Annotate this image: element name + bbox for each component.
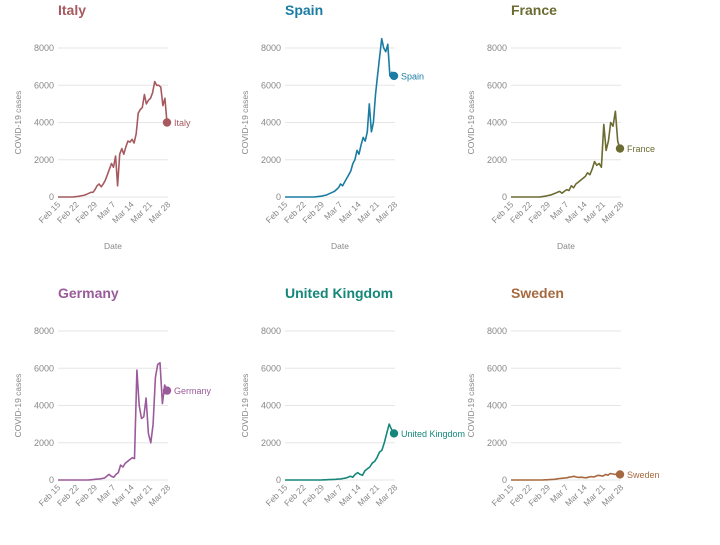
y-tick-label: 0 bbox=[502, 192, 507, 202]
y-tick-label: 6000 bbox=[261, 363, 281, 373]
series-line-spain bbox=[285, 37, 395, 198]
chart-panel-united-kingdom: United Kingdom 0 2000 4000 6000 8000 COVID-19 … bbox=[227, 283, 465, 545]
y-tick-label: 0 bbox=[502, 475, 507, 485]
y-tick-label: 8000 bbox=[34, 43, 54, 53]
y-tick-label: 2000 bbox=[34, 155, 54, 165]
end-label-italy: Italy bbox=[174, 118, 191, 128]
y-tick-label: 2000 bbox=[487, 155, 507, 165]
y-tick-label: 8000 bbox=[34, 326, 54, 336]
y-tick-label: 2000 bbox=[487, 438, 507, 448]
chart-title-spain: Spain bbox=[285, 2, 324, 18]
small-multiples-chart-grid: Italy 0 2000 4000 6000 8000 COVID-19 cases Feb … bbox=[0, 0, 679, 508]
end-point-france bbox=[615, 144, 625, 153]
y-axis-title: COVID-19 cases bbox=[466, 374, 476, 438]
y-tick-label: 6000 bbox=[34, 363, 54, 373]
end-point-spain bbox=[389, 71, 399, 81]
chart-panel-italy: Italy 0 2000 4000 6000 8000 COVID-19 cases Feb … bbox=[0, 0, 226, 262]
end-label-spain: Spain bbox=[401, 71, 424, 81]
y-tick-label: 6000 bbox=[34, 80, 54, 90]
series-line-united-kingdom bbox=[285, 423, 395, 481]
y-axis-title: COVID-19 cases bbox=[13, 91, 23, 155]
y-tick-label: 6000 bbox=[487, 363, 507, 373]
series-line-italy bbox=[58, 80, 168, 198]
chart-title-sweden: Sweden bbox=[511, 285, 564, 301]
x-axis-title: Date bbox=[331, 241, 349, 251]
chart-title-italy: Italy bbox=[58, 2, 87, 18]
y-tick-label: 6000 bbox=[487, 80, 507, 90]
y-tick-label: 4000 bbox=[261, 118, 281, 128]
end-label-sweden: Sweden bbox=[627, 470, 660, 480]
y-axis-title: COVID-19 cases bbox=[240, 91, 250, 155]
y-tick-label: 8000 bbox=[487, 43, 507, 53]
chart-panel-france: France 0 2000 4000 6000 8000 COVID-19 cases Feb… bbox=[453, 0, 679, 262]
y-tick-label: 6000 bbox=[261, 80, 281, 90]
end-point-italy bbox=[162, 118, 172, 127]
series-line-germany bbox=[58, 361, 168, 481]
end-label-france: France bbox=[627, 144, 655, 154]
y-tick-label: 8000 bbox=[487, 326, 507, 336]
y-tick-label: 4000 bbox=[487, 401, 507, 411]
y-tick-label: 2000 bbox=[261, 438, 281, 448]
y-tick-label: 2000 bbox=[34, 438, 54, 448]
chart-title-united-kingdom: United Kingdom bbox=[285, 285, 394, 301]
chart-panel-spain: Spain 0 2000 4000 6000 8000 COVID-19 cases Feb … bbox=[227, 0, 453, 262]
y-axis-title: COVID-19 cases bbox=[466, 91, 476, 155]
x-axis-title: Date bbox=[557, 241, 575, 251]
y-tick-label: 4000 bbox=[34, 118, 54, 128]
end-point-sweden bbox=[615, 470, 625, 479]
end-point-germany bbox=[162, 386, 172, 395]
series-line-sweden bbox=[511, 472, 621, 481]
y-tick-label: 4000 bbox=[487, 118, 507, 128]
y-tick-label: 4000 bbox=[261, 401, 281, 411]
end-label-germany: Germany bbox=[174, 386, 212, 396]
chart-title-germany: Germany bbox=[58, 285, 119, 301]
y-tick-label: 8000 bbox=[261, 326, 281, 336]
y-tick-label: 0 bbox=[276, 192, 281, 202]
y-tick-label: 2000 bbox=[261, 155, 281, 165]
y-tick-label: 0 bbox=[276, 475, 281, 485]
series-line-france bbox=[511, 110, 621, 198]
x-axis-title: Date bbox=[104, 241, 122, 251]
y-axis-title: COVID-19 cases bbox=[240, 374, 250, 438]
y-tick-label: 4000 bbox=[34, 401, 54, 411]
y-axis-title: COVID-19 cases bbox=[13, 374, 23, 438]
y-tick-label: 0 bbox=[49, 192, 54, 202]
chart-panel-sweden: Sweden 0 2000 4000 6000 8000 COVID-19 cases Feb… bbox=[453, 283, 679, 545]
end-label-united-kingdom: United Kingdom bbox=[401, 429, 465, 439]
y-tick-label: 8000 bbox=[261, 43, 281, 53]
y-tick-label: 0 bbox=[49, 475, 54, 485]
chart-title-france: France bbox=[511, 2, 557, 18]
end-point-united-kingdom bbox=[389, 429, 399, 438]
chart-panel-germany: Germany 0 2000 4000 6000 8000 COVID-19 cases Fe… bbox=[0, 283, 226, 545]
